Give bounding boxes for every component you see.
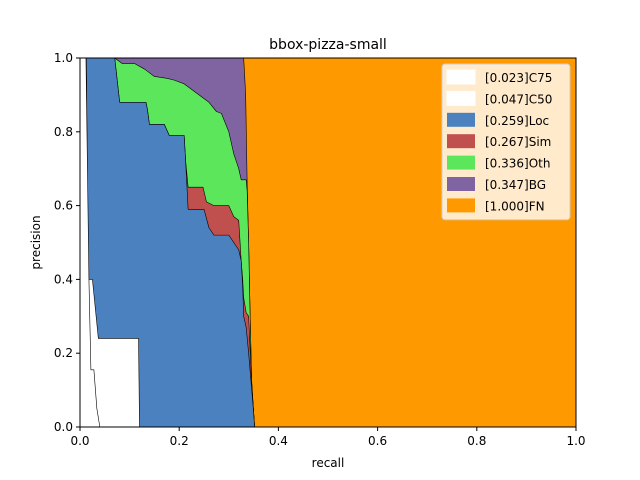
- area-loc: [79, 57, 255, 428]
- x-axis-label: recall: [312, 456, 345, 470]
- x-tick-label: 0.4: [269, 434, 288, 448]
- legend-swatch-fn: [447, 198, 475, 213]
- legend-swatch-c75: [446, 69, 476, 85]
- x-tick-label: 0.8: [467, 434, 486, 448]
- y-tick-label: 1.0: [54, 51, 73, 65]
- y-tick-label: 0.0: [54, 420, 73, 434]
- chart-title: bbox-pizza-small: [269, 37, 387, 53]
- y-tick-label: 0.2: [54, 346, 73, 360]
- legend-label-c50: [0.047]C50: [485, 92, 552, 106]
- y-axis: 0.0 0.2 0.4 0.6 0.8 1.0: [54, 51, 80, 434]
- x-tick-label: 1.0: [566, 434, 585, 448]
- legend-label-fn: [1.000]FN: [485, 199, 545, 213]
- axes-frame: [79, 57, 577, 428]
- legend-label-c75: [0.023]C75: [485, 71, 552, 85]
- legend-label-loc: [0.259]Loc: [485, 114, 549, 128]
- legend-swatch-bg: [447, 177, 475, 191]
- y-axis-label: precision: [29, 215, 43, 269]
- legend-swatch-loc: [447, 112, 475, 127]
- legend-swatch-oth: [447, 155, 475, 170]
- y-tick-label: 0.6: [54, 199, 73, 213]
- legend: [0.023]C75 [0.047]C50 [0.259]Loc [0.267]Sim…: [441, 63, 571, 221]
- legend-swatch-sim: [447, 134, 475, 149]
- legend-label-oth: [0.336]Oth: [485, 157, 550, 171]
- y-tick-label: 0.4: [54, 272, 73, 286]
- x-axis: 0.0 0.2 0.4 0.6 0.8 1.0: [70, 427, 586, 448]
- x-tick-label: 0.0: [70, 434, 89, 448]
- legend-swatch-c50: [446, 90, 476, 106]
- legend-label-sim: [0.267]Sim: [485, 135, 551, 149]
- x-tick-label: 0.2: [170, 434, 189, 448]
- legend-label-bg: [0.347]BG: [485, 178, 546, 192]
- x-tick-label: 0.6: [368, 434, 387, 448]
- y-tick-label: 0.8: [54, 125, 73, 139]
